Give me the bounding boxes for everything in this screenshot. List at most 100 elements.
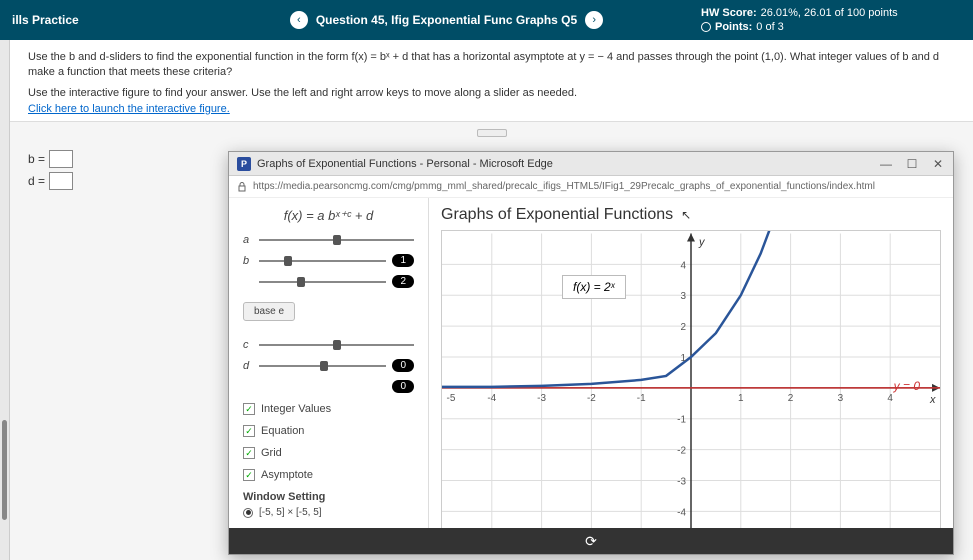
check-asymptote-box[interactable]: ✓ xyxy=(243,469,255,481)
points-value: 0 of 3 xyxy=(756,20,784,34)
svg-text:3: 3 xyxy=(680,291,686,302)
popup-titlebar[interactable]: P Graphs of Exponential Functions - Pers… xyxy=(229,152,953,176)
question-instruction: Use the interactive figure to find your … xyxy=(28,87,955,99)
svg-text:2: 2 xyxy=(788,393,794,404)
question-panel: Use the b and d-sliders to find the expo… xyxy=(10,40,973,122)
slider-d-value: 0 xyxy=(392,380,414,393)
next-question-button[interactable]: › xyxy=(585,11,603,29)
course-title: ills Practice xyxy=(12,13,192,27)
svg-text:4: 4 xyxy=(680,260,686,271)
popup-url-text: https://media.pearsoncmg.com/cmg/pmmg_mm… xyxy=(253,181,875,192)
svg-text:2: 2 xyxy=(680,322,686,333)
b-label: b = xyxy=(28,152,45,166)
score-block: HW Score: 26.01%, 26.01 of 100 points Po… xyxy=(701,6,961,35)
slider-d-val-row: 0 xyxy=(243,380,414,393)
slider-b2[interactable]: 2 xyxy=(243,275,414,288)
popup-window-title: Graphs of Exponential Functions - Person… xyxy=(257,158,879,170)
svg-text:1: 1 xyxy=(680,353,686,364)
hw-score-label: HW Score: xyxy=(701,6,757,20)
slider-b-thumb[interactable] xyxy=(284,256,292,266)
slider-a[interactable]: a xyxy=(243,234,414,246)
maximize-button[interactable]: ☐ xyxy=(905,157,919,171)
slider-c-thumb[interactable] xyxy=(333,340,341,350)
slider-c-label: c xyxy=(243,339,253,351)
slider-b2-value: 2 xyxy=(392,275,414,288)
window-option[interactable]: [-5, 5] × [-5, 5] xyxy=(243,507,414,518)
svg-text:-1: -1 xyxy=(637,393,646,404)
radio-dot-icon xyxy=(246,510,251,515)
slider-c-value: 0 xyxy=(392,359,414,372)
graph-svg: -4-3-2-1 1234 -5 4321 -1-2-3-4 y x xyxy=(442,231,940,528)
svg-text:x: x xyxy=(929,394,936,406)
graph-canvas[interactable]: -4-3-2-1 1234 -5 4321 -1-2-3-4 y x f(x) … xyxy=(441,230,941,528)
controls-panel: f(x) = a bˣ⁺ᶜ + d a b 1 2 base e c d xyxy=(229,198,429,528)
check-equation[interactable]: ✓ Equation xyxy=(243,425,414,437)
slider-d-track[interactable] xyxy=(259,365,386,367)
question-nav: ‹ Question 45, Ifig Exponential Func Gra… xyxy=(192,11,701,29)
graph-title: Graphs of Exponential Functions ↖ xyxy=(441,206,941,224)
b-input[interactable] xyxy=(49,150,73,168)
slider-b[interactable]: b 1 xyxy=(243,254,414,267)
slider-d[interactable]: d 0 xyxy=(243,359,414,372)
slider-a-track[interactable] xyxy=(259,239,414,241)
left-scrollbar[interactable] xyxy=(2,420,7,520)
slider-c-track[interactable] xyxy=(259,344,414,346)
check-asymptote[interactable]: ✓ Asymptote xyxy=(243,469,414,481)
check-integer-label: Integer Values xyxy=(261,403,331,415)
prev-question-button[interactable]: ‹ xyxy=(290,11,308,29)
slider-a-label: a xyxy=(243,234,253,246)
svg-text:-3: -3 xyxy=(537,393,546,404)
graph-panel: Graphs of Exponential Functions ↖ xyxy=(429,198,953,528)
graph-asymptote-label: y = 0 xyxy=(894,379,920,393)
check-equation-box[interactable]: ✓ xyxy=(243,425,255,437)
refresh-button[interactable]: ⟳ xyxy=(585,533,597,550)
slider-b2-thumb[interactable] xyxy=(297,277,305,287)
header-bar: ills Practice ‹ Question 45, Ifig Expone… xyxy=(0,0,973,40)
slider-d-label: d xyxy=(243,360,253,372)
svg-text:1: 1 xyxy=(738,393,744,404)
minimize-button[interactable]: — xyxy=(879,157,893,171)
popup-url-bar: https://media.pearsoncmg.com/cmg/pmmg_mm… xyxy=(229,176,953,198)
svg-text:3: 3 xyxy=(838,393,844,404)
slider-b-value: 1 xyxy=(392,254,414,267)
drag-handle-icon xyxy=(477,129,507,137)
panel-divider[interactable] xyxy=(10,122,973,144)
left-panel-edge xyxy=(0,40,10,560)
lock-icon xyxy=(237,182,247,192)
graph-title-text: Graphs of Exponential Functions xyxy=(441,206,673,224)
svg-text:-1: -1 xyxy=(677,415,686,426)
slider-a-thumb[interactable] xyxy=(333,235,341,245)
d-input[interactable] xyxy=(49,172,73,190)
window-option-label: [-5, 5] × [-5, 5] xyxy=(259,507,322,518)
slider-b-track[interactable] xyxy=(259,260,386,262)
svg-text:-4: -4 xyxy=(487,393,496,404)
slider-b2-track[interactable] xyxy=(259,281,386,283)
check-grid-label: Grid xyxy=(261,447,282,459)
figure-popup-window: P Graphs of Exponential Functions - Pers… xyxy=(228,151,954,555)
pearson-icon: P xyxy=(237,157,251,171)
question-text: Use the b and d-sliders to find the expo… xyxy=(28,50,955,81)
svg-text:-3: -3 xyxy=(677,476,686,487)
formula-display: f(x) = a bˣ⁺ᶜ + d xyxy=(243,208,414,224)
popup-footer: ⟳ xyxy=(229,528,953,554)
check-integer-box[interactable]: ✓ xyxy=(243,403,255,415)
check-asymptote-label: Asymptote xyxy=(261,469,313,481)
slider-b-label: b xyxy=(243,255,253,267)
svg-text:y: y xyxy=(698,236,706,248)
check-integer[interactable]: ✓ Integer Values xyxy=(243,403,414,415)
slider-d-thumb[interactable] xyxy=(320,361,328,371)
window-radio[interactable] xyxy=(243,508,253,518)
d-label: d = xyxy=(28,174,45,188)
check-grid[interactable]: ✓ Grid xyxy=(243,447,414,459)
close-button[interactable]: ✕ xyxy=(931,157,945,171)
svg-text:-4: -4 xyxy=(677,507,686,518)
question-title: Question 45, Ifig Exponential Func Graph… xyxy=(316,13,577,27)
svg-text:4: 4 xyxy=(887,393,893,404)
window-setting-title: Window Setting xyxy=(243,491,414,503)
base-e-button[interactable]: base e xyxy=(243,302,295,321)
graph-equation-label: f(x) = 2ˣ xyxy=(562,275,626,299)
check-grid-box[interactable]: ✓ xyxy=(243,447,255,459)
slider-c[interactable]: c xyxy=(243,339,414,351)
svg-text:-2: -2 xyxy=(587,393,596,404)
launch-figure-link[interactable]: Click here to launch the interactive fig… xyxy=(28,103,955,115)
